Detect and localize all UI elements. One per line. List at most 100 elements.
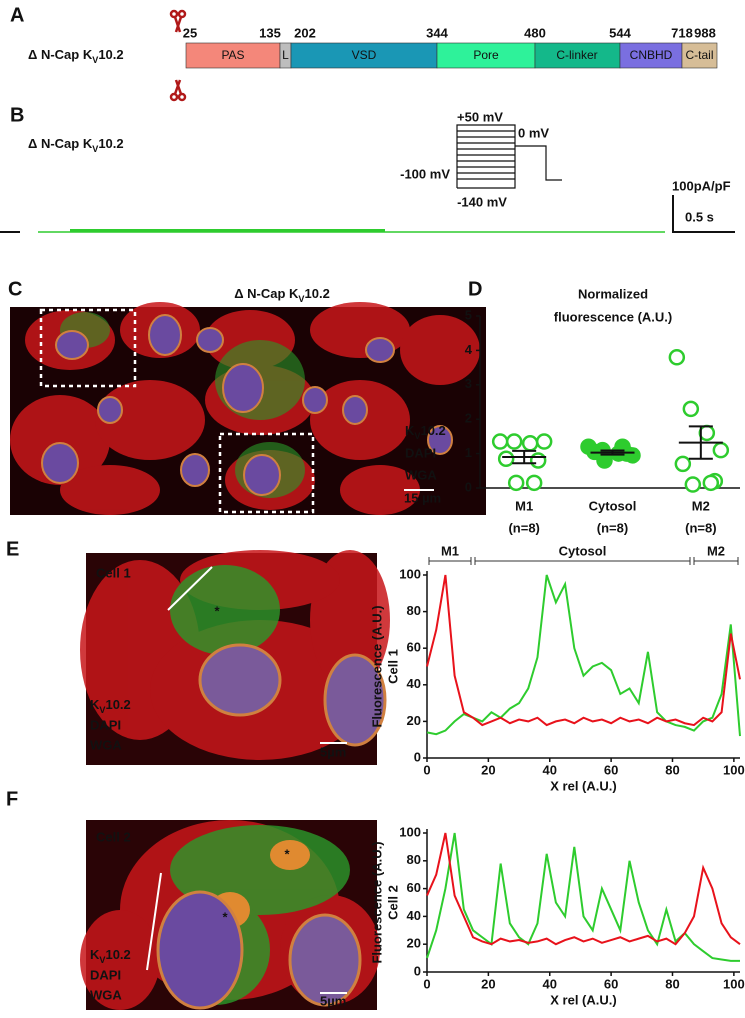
cell-label: Cell 2 xyxy=(96,829,131,844)
data-point xyxy=(712,441,730,459)
legend-label: WGA xyxy=(90,987,122,1002)
label-part: K xyxy=(90,947,100,962)
y-axis-label: Cell 2 xyxy=(385,885,400,920)
y-tick-label: 20 xyxy=(407,936,421,951)
asterisk: * xyxy=(222,909,228,924)
legend-label: WGA xyxy=(90,737,122,752)
scale-label: 5µm xyxy=(320,993,346,1008)
domain-name: VSD xyxy=(352,48,377,62)
data-point xyxy=(507,474,525,492)
profile-line xyxy=(426,832,741,946)
subscript: V xyxy=(99,955,105,965)
asterisk: * xyxy=(214,603,220,618)
data-point xyxy=(682,400,700,418)
label-part: 10.2 xyxy=(105,697,130,712)
domain-name: C-linker xyxy=(556,48,597,62)
domain-name: L xyxy=(282,48,289,62)
residue-number: 25 xyxy=(183,25,197,40)
y-tick-label: 1 xyxy=(465,445,472,460)
x-tick-label: 80 xyxy=(665,976,679,991)
label-part: Δ N-Cap K xyxy=(28,47,93,62)
y-tick-label: 80 xyxy=(407,603,421,618)
label: KV10.2 xyxy=(90,697,131,715)
legend-label: WGA xyxy=(405,467,437,482)
label-part: 10.2 xyxy=(105,947,130,962)
subscript: V xyxy=(414,431,420,441)
residue-number: 988 xyxy=(694,25,716,40)
residue-number: 718 xyxy=(671,25,693,40)
x-tick-label: M1 xyxy=(515,498,533,513)
label-part: 10.2 xyxy=(98,136,123,151)
protocol-label: 0 mV xyxy=(518,125,549,140)
chart-title: fluorescence (A.U.) xyxy=(554,309,672,324)
x-tick-label: 100 xyxy=(723,762,745,777)
y-tick-label: 40 xyxy=(407,676,421,691)
protocol-label: -140 mV xyxy=(457,194,507,209)
y-tick-label: 80 xyxy=(407,852,421,867)
panel-label: E xyxy=(6,538,19,560)
residue-number: 202 xyxy=(294,25,316,40)
cell-label: Cell 1 xyxy=(96,565,131,580)
label-part: Δ N-Cap K xyxy=(28,136,93,151)
y-tick-label: 2 xyxy=(465,411,472,426)
profile-line xyxy=(426,574,741,737)
y-tick-label: 0 xyxy=(414,963,421,978)
data-point xyxy=(674,455,692,473)
data-point xyxy=(529,452,547,469)
domain-name: Pore xyxy=(473,48,499,62)
panel-label: F xyxy=(6,788,18,810)
region-label: M2 xyxy=(707,543,725,558)
y-tick-label: 60 xyxy=(407,640,421,655)
micrograph-e xyxy=(80,550,390,765)
panel-label: D xyxy=(468,278,482,300)
data-point xyxy=(505,433,523,450)
scale-label: 100pA/pF xyxy=(672,178,731,193)
legend-label: DAPI xyxy=(90,717,121,732)
label-part: K xyxy=(90,697,100,712)
micrograph-c xyxy=(10,302,486,515)
subscript: V xyxy=(92,55,98,65)
profile-line xyxy=(426,832,740,962)
x-tick-label: Cytosol xyxy=(589,498,637,513)
x-tick-label: 0 xyxy=(423,762,430,777)
y-axis-label: Fluorescence (A.U.) xyxy=(369,841,384,963)
x-tick-label: 80 xyxy=(665,762,679,777)
scissors xyxy=(169,9,187,102)
y-axis-label: Cell 1 xyxy=(385,649,400,684)
subscript: V xyxy=(298,294,304,304)
residue-number: 480 xyxy=(524,25,546,40)
region-label: M1 xyxy=(441,543,459,558)
y-tick-label: 40 xyxy=(407,908,421,923)
x-tick-label: M2 xyxy=(692,498,710,513)
micrograph-f xyxy=(80,820,380,1010)
protocol-label: -100 mV xyxy=(400,166,450,181)
scale-label: 0.5 s xyxy=(685,209,714,224)
n-label: (n=8) xyxy=(685,520,716,535)
y-tick-label: 100 xyxy=(399,824,421,839)
residue-number: 344 xyxy=(426,25,448,40)
x-axis-label: X rel (A.U.) xyxy=(550,992,616,1007)
residue-number: 544 xyxy=(609,25,631,40)
protocol-label: +50 mV xyxy=(457,109,503,124)
data-point xyxy=(684,476,702,493)
residue-number: 135 xyxy=(259,25,281,40)
legend-label: DAPI xyxy=(90,967,121,982)
subscript: V xyxy=(99,705,105,715)
y-tick-label: 0 xyxy=(465,479,472,494)
n-label: (n=8) xyxy=(597,520,628,535)
domain-name: CNBHD xyxy=(630,48,673,62)
label: Δ N-Cap KV10.2 xyxy=(28,47,124,65)
region-label: Cytosol xyxy=(559,543,607,558)
panel-label: B xyxy=(10,104,24,126)
x-tick-label: 40 xyxy=(543,976,557,991)
label-part: 10.2 xyxy=(420,423,445,438)
panel-label: C xyxy=(8,278,22,300)
label-part: 10.2 xyxy=(305,286,330,301)
domain-bar xyxy=(185,42,718,69)
data-point xyxy=(698,424,716,442)
y-tick-label: 5 xyxy=(465,307,472,322)
data-point xyxy=(521,435,539,452)
x-tick-label: 0 xyxy=(423,976,430,991)
x-tick-label: 60 xyxy=(604,976,618,991)
label: Δ N-Cap KV10.2 xyxy=(234,286,330,304)
